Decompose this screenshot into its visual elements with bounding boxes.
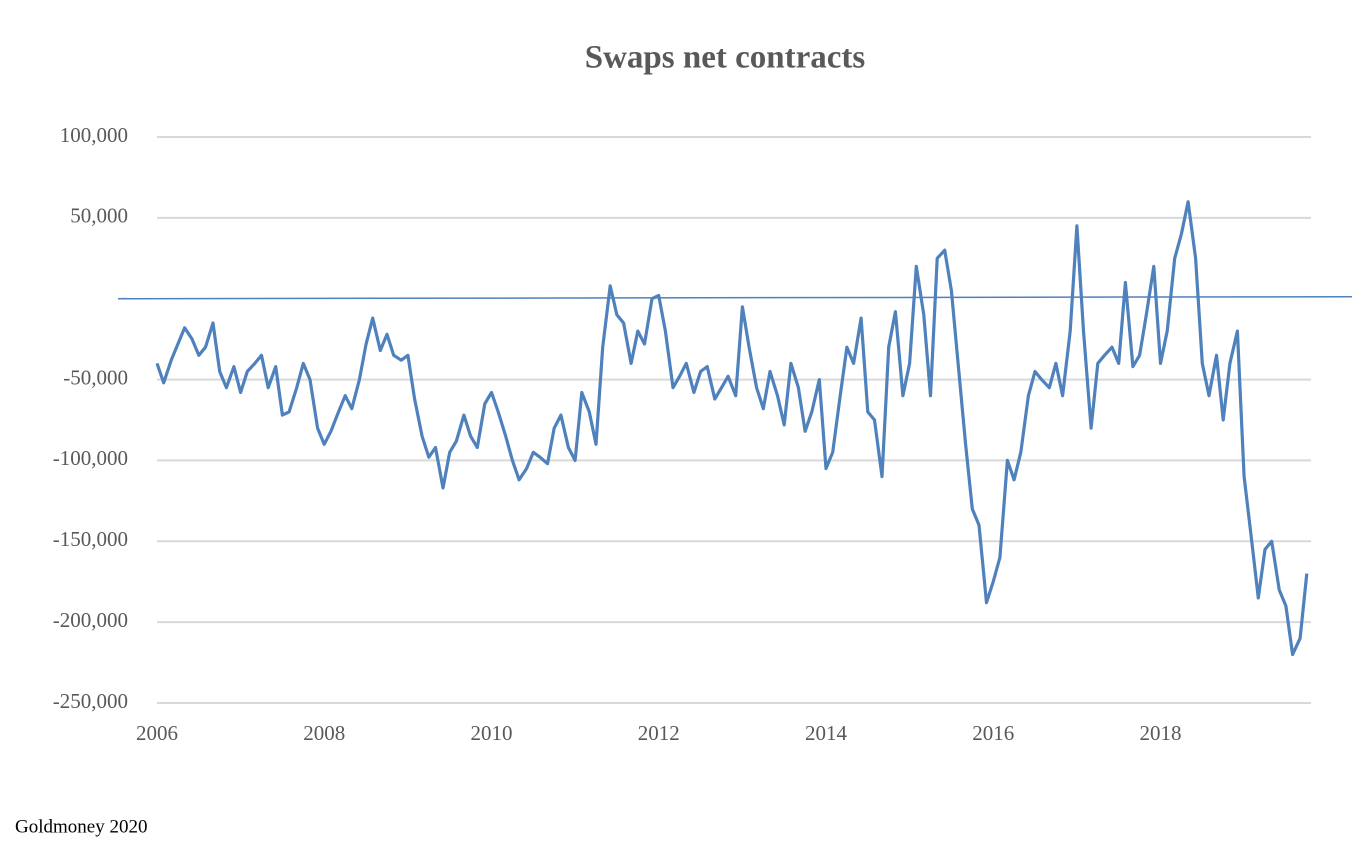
x-tick-label: 2012: [638, 721, 680, 745]
x-tick-label: 2018: [1139, 721, 1181, 745]
chart-title: Swaps net contracts: [585, 40, 866, 76]
y-tick-label: -50,000: [63, 365, 128, 389]
y-tick-label: -200,000: [53, 608, 128, 632]
x-tick-label: 2006: [136, 721, 178, 745]
y-tick-label: 50,000: [70, 204, 128, 228]
source-note: Goldmoney 2020: [15, 816, 147, 837]
data-line: [155, 200, 1309, 657]
y-tick-label: -100,000: [53, 446, 128, 470]
x-tick-label: 2008: [303, 721, 345, 745]
zero-axis-line: [117, 295, 1353, 300]
y-tick-label: 100,000: [60, 123, 128, 147]
y-tick-label: -150,000: [53, 527, 128, 551]
x-tick-label: 2016: [972, 721, 1014, 745]
x-tick-label: 2014: [805, 721, 848, 745]
y-tick-label: -250,000: [53, 689, 128, 713]
x-tick-label: 2010: [470, 721, 512, 745]
y-tick-label: -: [121, 285, 128, 309]
